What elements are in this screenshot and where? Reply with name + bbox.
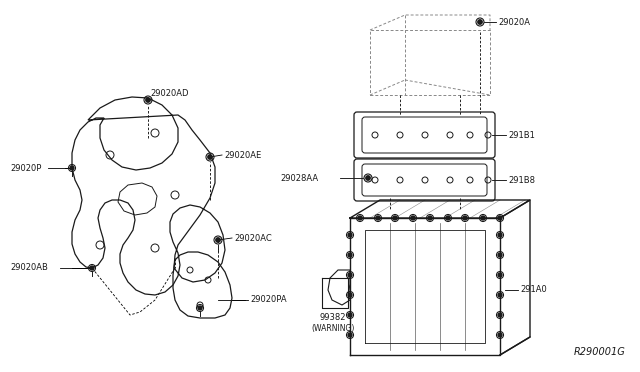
Circle shape [348, 313, 352, 317]
Circle shape [428, 216, 432, 220]
Text: R290001G: R290001G [573, 347, 625, 357]
Circle shape [498, 293, 502, 297]
Circle shape [498, 273, 502, 277]
Circle shape [348, 233, 352, 237]
Circle shape [70, 166, 74, 170]
Text: 29028AA: 29028AA [280, 173, 318, 183]
Text: 29020AD: 29020AD [150, 89, 189, 98]
Circle shape [198, 306, 202, 310]
Circle shape [348, 253, 352, 257]
Text: 291B8: 291B8 [508, 176, 535, 185]
Circle shape [146, 98, 150, 102]
Text: 291A0: 291A0 [520, 285, 547, 295]
Circle shape [376, 216, 380, 220]
Circle shape [411, 216, 415, 220]
Circle shape [208, 155, 212, 159]
Circle shape [478, 20, 482, 24]
Circle shape [216, 238, 220, 242]
Circle shape [481, 216, 485, 220]
Circle shape [498, 333, 502, 337]
Text: 29020AC: 29020AC [234, 234, 272, 243]
Circle shape [90, 266, 94, 270]
Circle shape [348, 293, 352, 297]
Text: (WARNING): (WARNING) [311, 324, 355, 333]
Text: 99382: 99382 [320, 314, 346, 323]
Circle shape [498, 216, 502, 220]
Circle shape [498, 253, 502, 257]
Circle shape [348, 333, 352, 337]
Text: 291B1: 291B1 [508, 131, 535, 140]
Text: 29020AE: 29020AE [224, 151, 261, 160]
Text: 29020PA: 29020PA [250, 295, 287, 305]
Text: 29020P: 29020P [10, 164, 42, 173]
Circle shape [446, 216, 450, 220]
Circle shape [498, 233, 502, 237]
Circle shape [358, 216, 362, 220]
Circle shape [366, 176, 370, 180]
Circle shape [393, 216, 397, 220]
Circle shape [463, 216, 467, 220]
Text: 29020A: 29020A [498, 17, 530, 26]
Circle shape [348, 273, 352, 277]
Text: 29020AB: 29020AB [10, 263, 48, 273]
Circle shape [498, 313, 502, 317]
